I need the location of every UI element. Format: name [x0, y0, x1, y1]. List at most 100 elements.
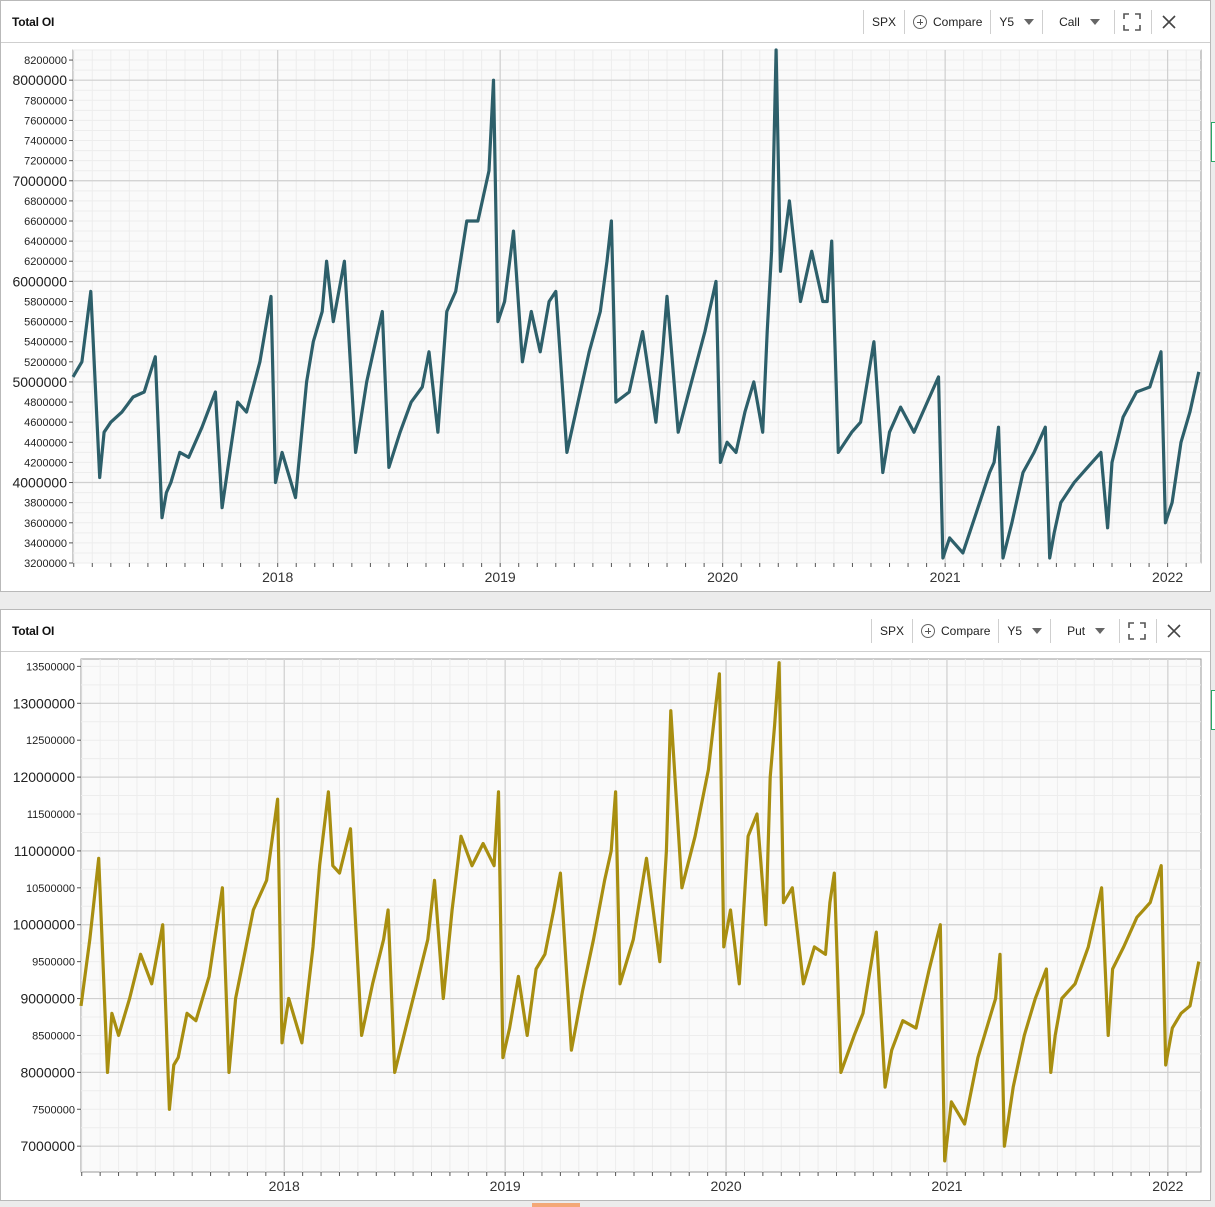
toolbar-divider: [1042, 10, 1044, 34]
toolbar-divider: [912, 619, 914, 643]
y-tick-label: 7400000: [24, 136, 67, 148]
expand-button[interactable]: [1128, 622, 1146, 640]
compare-button[interactable]: Compare: [913, 15, 982, 29]
plot-area: [80, 658, 1202, 1173]
chevron-down-icon: [1089, 19, 1100, 25]
ticker-button[interactable]: SPX: [880, 624, 905, 638]
y-tick-label: 5800000: [24, 296, 67, 308]
compare-label: Compare: [941, 624, 991, 638]
y-tick-label: 12500000: [26, 735, 75, 747]
chart-panel-put: Total OI SPX Compare Y5 Put: [0, 609, 1211, 1201]
y-tick-label: 3600000: [24, 518, 67, 530]
y-tick-label: 8000000: [20, 1064, 75, 1080]
y-tick-label: 7500000: [32, 1104, 75, 1116]
y-tick-label: 4200000: [24, 457, 67, 469]
toolbar-divider: [998, 619, 1000, 643]
panel-header: Total OI SPX Compare Y5 Call: [1, 1, 1210, 43]
y-tick-label: 4000000: [12, 475, 67, 491]
y-tick-label: 5600000: [24, 317, 67, 329]
compare-button[interactable]: Compare: [921, 624, 990, 638]
y-tick-label: 7000000: [20, 1138, 75, 1154]
chevron-down-icon: [1024, 19, 1035, 25]
bottom-tab-marker: [532, 1203, 580, 1207]
option-type-dropdown[interactable]: Put: [1067, 624, 1106, 638]
y-tick-label: 4400000: [24, 437, 67, 449]
x-tick-label: 2020: [710, 1178, 741, 1194]
close-icon: [1162, 15, 1176, 29]
x-tick-label: 2018: [269, 1178, 300, 1194]
x-tick-label: 2019: [485, 569, 516, 585]
plus-icon: [913, 15, 928, 29]
y-tick-label: 7800000: [24, 95, 67, 107]
y-tick-label: 11500000: [27, 809, 75, 821]
chevron-down-icon: [1032, 628, 1043, 634]
y-tick-label: 7000000: [12, 173, 67, 189]
y-tick-label: 11000000: [14, 843, 75, 859]
plot-area: [72, 49, 1202, 564]
toolbar-divider: [1150, 10, 1152, 34]
x-tick-label: 2022: [1152, 569, 1183, 585]
y-tick-label: 4600000: [24, 417, 67, 429]
y-tick-label: 7600000: [24, 115, 67, 127]
close-button[interactable]: [1160, 13, 1178, 31]
panel-title: Total OI: [12, 624, 55, 638]
x-tick-label: 2020: [707, 569, 738, 585]
y-tick-label: 6400000: [24, 236, 67, 248]
y-tick-label: 8200000: [24, 55, 67, 67]
x-tick-label: 2018: [262, 569, 293, 585]
ticker-button[interactable]: SPX: [872, 15, 897, 29]
y-tick-label: 8000000: [12, 72, 67, 88]
y-tick-label: 9500000: [32, 957, 75, 969]
side-tab-marker: [1211, 122, 1215, 162]
option-type-dropdown[interactable]: Call: [1059, 15, 1100, 29]
x-tick-label: 2021: [931, 1178, 962, 1194]
y-tick-label: 10500000: [26, 883, 75, 895]
close-button[interactable]: [1165, 622, 1183, 640]
y-tick-label: 3400000: [24, 538, 67, 550]
y-tick-label: 13500000: [26, 661, 75, 673]
compare-label: Compare: [933, 15, 983, 29]
expand-icon: [1128, 622, 1146, 640]
x-tick-label: 2019: [490, 1178, 521, 1194]
panel-toolbar: SPX Compare Y5 Call: [863, 9, 1178, 35]
y-tick-label: 9000000: [20, 991, 75, 1007]
expand-icon: [1122, 13, 1141, 31]
y-tick-label: 5400000: [24, 337, 67, 349]
period-dropdown[interactable]: Y5: [999, 15, 1035, 29]
y-tick-label: 6800000: [24, 196, 67, 208]
y-tick-label: 4800000: [24, 397, 67, 409]
y-tick-label: 13000000: [13, 695, 76, 711]
series-line: [79, 661, 1201, 1163]
period-dropdown[interactable]: Y5: [1007, 624, 1043, 638]
y-tick-label: 10000000: [13, 917, 76, 933]
y-tick-label: 3800000: [24, 498, 67, 510]
toolbar-divider: [1156, 619, 1158, 643]
x-tick-label: 2021: [930, 569, 961, 585]
toolbar-divider: [1113, 10, 1115, 34]
y-tick-label: 6200000: [24, 256, 67, 268]
y-tick-label: 7200000: [24, 156, 67, 168]
option-type-value: Put: [1067, 624, 1086, 638]
y-tick-label: 3200000: [24, 558, 67, 570]
option-type-value: Call: [1059, 15, 1080, 29]
put-oi-chart: 7000000 7500000 8000000 8500000 9000000 95000…: [13, 658, 1202, 1194]
side-tab-marker: [1211, 690, 1215, 730]
toolbar-divider: [1050, 619, 1052, 643]
y-tick-label: 6600000: [24, 216, 67, 228]
panel-toolbar: SPX Compare Y5 Put: [871, 618, 1183, 644]
toolbar-divider: [871, 619, 872, 643]
plus-icon: [921, 624, 936, 638]
toolbar-divider: [904, 10, 906, 34]
panel-title: Total OI: [12, 15, 55, 29]
close-icon: [1167, 624, 1181, 638]
toolbar-divider: [990, 10, 992, 34]
call-oi-chart: 3200000 3400000 3600000 3800000 4000000 42000…: [12, 48, 1202, 585]
toolbar-divider: [1119, 619, 1121, 643]
chart-panel-call: Total OI SPX Compare Y5 Call: [0, 0, 1211, 592]
period-value: Y5: [1007, 624, 1023, 638]
expand-button[interactable]: [1122, 13, 1141, 31]
y-tick-label: 6000000: [12, 273, 67, 289]
y-tick-label: 5000000: [12, 374, 67, 390]
y-tick-label: 8500000: [32, 1030, 75, 1042]
series-line: [71, 48, 1201, 560]
